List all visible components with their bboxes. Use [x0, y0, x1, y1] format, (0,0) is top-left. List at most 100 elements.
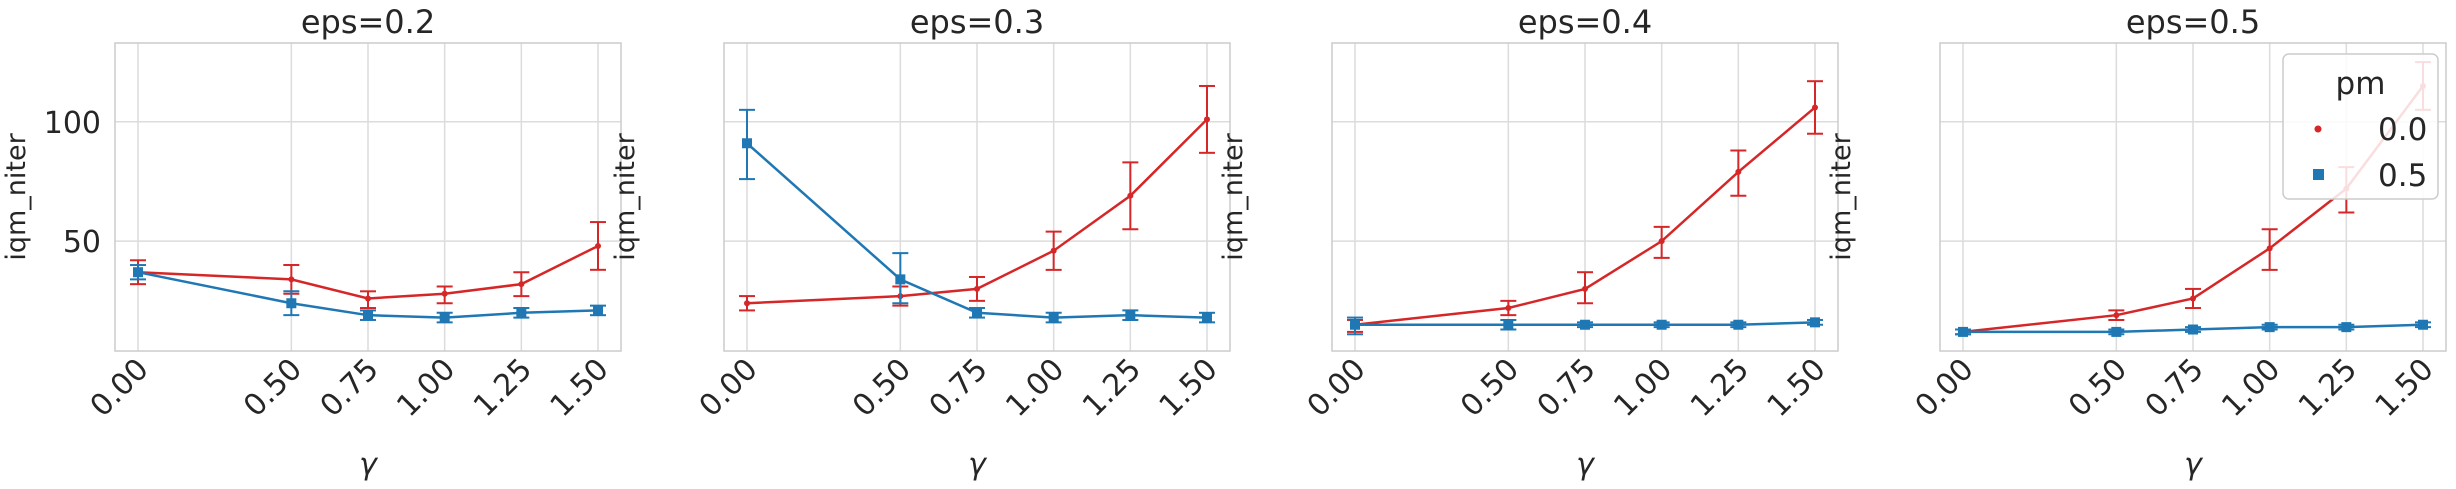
y-axis-label: iqm_niter	[1218, 132, 1249, 260]
subplot-title: eps=0.3	[910, 3, 1044, 41]
data-point	[2113, 312, 2120, 319]
data-point	[2188, 324, 2198, 335]
x-tick-label: 1.25	[1684, 352, 1756, 424]
plot-frame	[114, 42, 622, 352]
y-tick-label: 50	[63, 225, 101, 260]
data-point	[1202, 312, 1212, 323]
data-point	[1127, 192, 1134, 199]
series-line	[137, 244, 599, 300]
x-tick-label: 1.50	[1153, 352, 1225, 424]
series-0.5	[130, 264, 606, 324]
data-point	[1812, 104, 1818, 111]
data-point	[1735, 168, 1742, 175]
x-tick-label: 1.50	[544, 352, 616, 424]
subplot-title: eps=0.4	[1518, 3, 1652, 41]
series-line	[1354, 106, 1816, 326]
data-point	[1350, 319, 1360, 330]
data-point	[286, 298, 297, 309]
data-point	[974, 285, 980, 292]
series-line	[1963, 323, 2424, 334]
data-point	[1810, 317, 1820, 328]
x-tick-label: 0.75	[923, 352, 995, 424]
x-tick-label: 0.75	[314, 352, 386, 424]
data-point	[595, 242, 601, 249]
data-point	[441, 290, 448, 297]
series-line	[746, 118, 1208, 305]
x-tick-label: 0.75	[1531, 352, 1603, 424]
data-point	[518, 281, 525, 288]
data-point	[1658, 238, 1665, 245]
legend-marker	[2313, 169, 2324, 180]
plot-frame	[1939, 42, 2447, 352]
data-point	[1733, 319, 1744, 330]
y-axis-label: iqm_niter	[1826, 132, 1857, 260]
x-tick-label: 1.25	[1076, 352, 1148, 424]
data-point	[1048, 312, 1059, 323]
data-point	[742, 138, 752, 149]
legend-label: 0.0	[2378, 112, 2427, 148]
x-axis-label: γ	[359, 447, 379, 482]
legend-title: pm	[2336, 66, 2386, 102]
data-point	[363, 310, 373, 321]
x-tick-label: 0.00	[84, 352, 156, 424]
data-point	[593, 305, 603, 316]
data-point	[365, 295, 371, 302]
data-point	[744, 300, 750, 307]
data-point	[1050, 247, 1057, 254]
series-line	[746, 142, 1208, 319]
legend-marker	[2314, 125, 2322, 133]
plot-frame	[723, 42, 1231, 352]
data-point	[1204, 116, 1210, 123]
y-axis-label: iqm_niter	[610, 132, 641, 260]
x-axis-label: γ	[1576, 447, 1596, 482]
x-tick-label: 1.25	[2292, 352, 2364, 424]
legend: pm 0.0 0.5	[2282, 53, 2439, 200]
data-point	[516, 307, 527, 318]
x-tick-label: 0.00	[693, 352, 765, 424]
data-point	[1582, 285, 1588, 292]
data-point	[2266, 245, 2273, 252]
series-line	[1355, 321, 1816, 326]
subplot-title: eps=0.2	[301, 3, 435, 41]
data-point	[1125, 310, 1136, 321]
subplot-title: eps=0.5	[2126, 3, 2260, 41]
series-line	[137, 270, 599, 319]
x-tick-label: 0.75	[2139, 352, 2211, 424]
data-point	[2341, 322, 2352, 333]
data-point	[1505, 305, 1512, 312]
data-point	[972, 307, 982, 318]
x-tick-label: 1.00	[2215, 352, 2287, 424]
data-point	[895, 274, 906, 285]
data-point	[2190, 295, 2196, 302]
series-0.5	[1347, 316, 1823, 336]
data-point	[1958, 326, 1968, 337]
subplot-3: eps=0.4 0.00 0.50 0.75 1.00 1.25 1.50 γ iqm_nite…	[1218, 3, 1839, 482]
x-tick-label: 0.00	[1909, 352, 1981, 424]
subplot-1: eps=0.2 50 100 0.00 0.50 0.75 1.00 1.25 1.50 γ iqm…	[1, 3, 622, 482]
data-point	[288, 276, 295, 283]
x-tick-label: 0.50	[2062, 352, 2134, 424]
data-point	[2418, 319, 2428, 330]
data-point	[2111, 326, 2122, 337]
legend-label: 0.5	[2378, 158, 2427, 194]
y-tick-label: 100	[44, 106, 101, 141]
x-axis-label: γ	[968, 447, 988, 482]
series-0.0	[1347, 80, 1823, 333]
x-tick-label: 0.50	[1454, 352, 1526, 424]
x-tick-label: 0.00	[1301, 352, 1373, 424]
series-0.5	[1955, 319, 2431, 337]
x-axis-label: γ	[2184, 447, 2204, 482]
data-point	[1580, 319, 1590, 330]
x-tick-label: 0.50	[237, 352, 309, 424]
x-tick-label: 1.00	[1607, 352, 1679, 424]
data-point	[1656, 319, 1667, 330]
x-tick-label: 1.50	[2369, 352, 2441, 424]
x-tick-label: 1.00	[999, 352, 1071, 424]
data-point	[2264, 322, 2275, 333]
data-point	[1503, 319, 1514, 330]
legend-box	[2282, 53, 2439, 200]
x-tick-label: 1.50	[1761, 352, 1833, 424]
data-point	[133, 267, 143, 278]
x-tick-label: 1.00	[390, 352, 462, 424]
